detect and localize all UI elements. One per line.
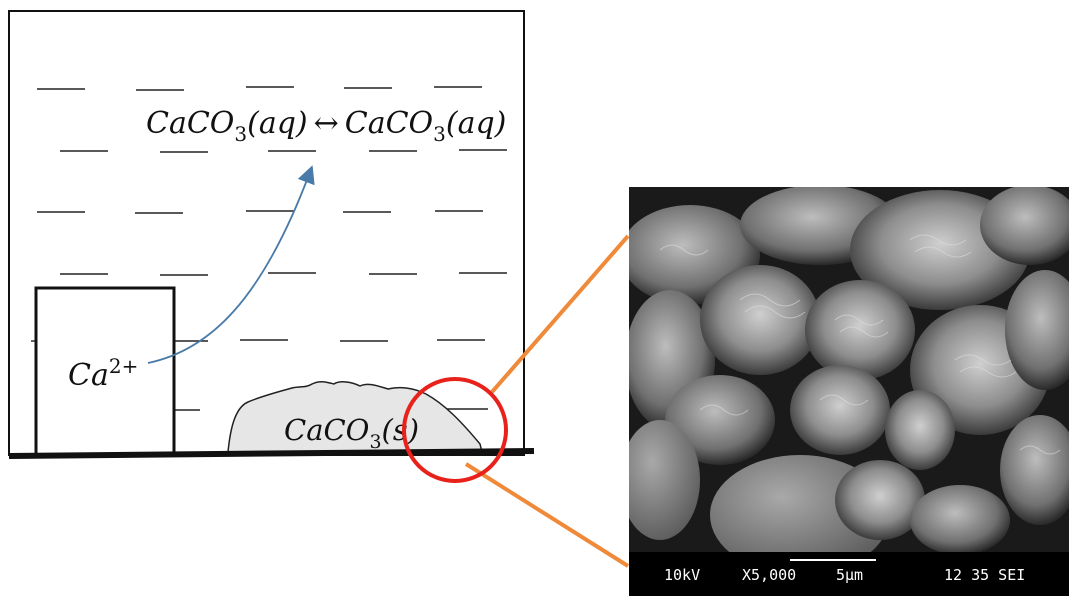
beaker-base [8, 448, 535, 459]
eq-arrow: ↔ [314, 106, 339, 141]
eq-right-base: CaCO [345, 106, 433, 141]
zoom-circle [402, 377, 508, 483]
dissolution-arrow [147, 165, 315, 364]
sem-code: 12 35 SEI [944, 566, 1025, 584]
calcium-ion-label: Ca2+ [68, 354, 138, 393]
solid-base: CaCO [284, 413, 370, 447]
sem-micrograph: 10kV X5,000 5µm 12 35 SEI [629, 187, 1069, 596]
sem-voltage: 10kV [664, 566, 700, 584]
eq-right-sub: 3 [433, 122, 446, 146]
zoom-connector-bottom [464, 462, 630, 568]
ion-base: Ca [68, 358, 109, 393]
eq-left-sub: 3 [234, 122, 247, 146]
solid-phase: (s) [382, 413, 420, 447]
ion-charge: 2+ [109, 354, 138, 378]
solid-label: CaCO3(s) [284, 413, 419, 453]
eq-right-phase: (aq) [446, 106, 507, 141]
solid-deposit [227, 380, 483, 453]
calcium-source-box [34, 286, 176, 457]
sem-magnification: X5,000 [742, 566, 796, 584]
solid-sub: 3 [369, 431, 381, 453]
water-dashes [31, 86, 507, 411]
equilibrium-equation: CaCO3(aq) ↔ CaCO3(aq) [146, 106, 506, 146]
eq-left-phase: (aq) [247, 106, 308, 141]
sem-scale-label: 5µm [836, 566, 863, 584]
zoom-connector-top [490, 234, 630, 394]
eq-left-base: CaCO [146, 106, 234, 141]
